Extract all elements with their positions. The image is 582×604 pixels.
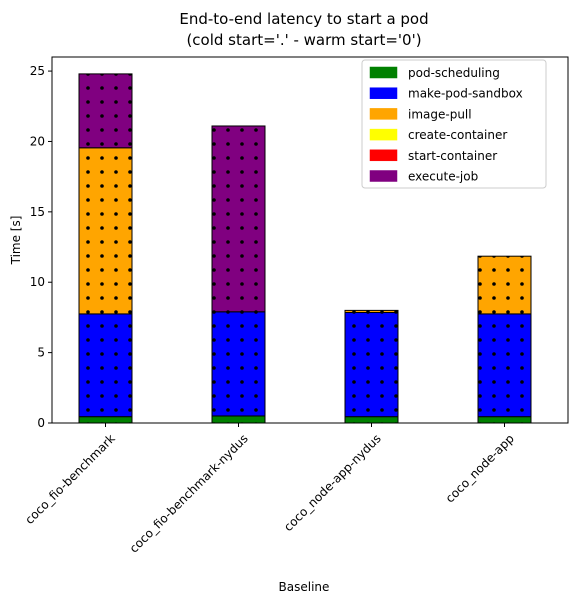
x-tick-label: coco_fio-benchmark: [22, 431, 118, 527]
y-tick-label: 5: [37, 346, 45, 360]
bar-hatch-image-pull: [478, 256, 531, 314]
legend-label-pod-scheduling: pod-scheduling: [408, 66, 500, 80]
legend-swatch-make-pod-sandbox: [369, 87, 398, 99]
bar-hatch-pod-scheduling: [478, 416, 531, 423]
legend-label-start-container: start-container: [408, 149, 497, 163]
bar-hatch-make-pod-sandbox: [345, 312, 398, 417]
y-tick-label: 0: [37, 416, 45, 430]
bars-group: [78, 73, 532, 424]
legend-label-create-container: create-container: [408, 128, 507, 142]
legend-swatch-execute-job: [369, 170, 398, 182]
bar-hatch-pod-scheduling: [212, 415, 265, 423]
legend-swatch-start-container: [369, 149, 398, 162]
y-tick-label: 25: [30, 64, 45, 78]
bar-hatch-make-pod-sandbox: [79, 313, 132, 417]
chart-title-line-1: End-to-end latency to start a pod: [179, 10, 428, 28]
x-tick-label: coco_node-app: [443, 431, 517, 505]
chart-title-line-2: (cold start='.' - warm start='0'): [186, 31, 421, 49]
y-tick-label: 15: [30, 205, 45, 219]
legend-label-execute-job: execute-job: [408, 170, 478, 184]
bar-hatch-image-pull: [79, 147, 132, 314]
y-axis-ticks: 0 5 10 15 20 25: [30, 64, 52, 430]
plot-frame: [51, 56, 569, 424]
bar-hatch-make-pod-sandbox: [478, 313, 531, 417]
x-axis-ticks: coco_fio-benchmark coco_fio-benchmark-nyd…: [22, 423, 517, 556]
bar-hatch-execute-job: [212, 125, 265, 312]
y-tick-label: 10: [30, 275, 45, 289]
y-tick-label: 20: [30, 134, 45, 148]
bar-hatch-execute-job: [79, 73, 132, 148]
legend-label-image-pull: image-pull: [408, 107, 472, 121]
legend-label-make-pod-sandbox: make-pod-sandbox: [408, 87, 523, 101]
legend-swatch-pod-scheduling: [369, 66, 398, 79]
x-tick-label: coco_fio-benchmark-nydus: [127, 431, 251, 555]
legend-swatch-create-container: [369, 128, 398, 141]
bar-hatch-pod-scheduling: [79, 416, 132, 423]
bar-hatch-image-pull: [345, 310, 398, 313]
legend: pod-scheduling make-pod-sandbox image-pull…: [361, 59, 547, 189]
x-tick-label: coco_node-app-nydus: [281, 431, 384, 534]
bar-hatch-make-pod-sandbox: [212, 311, 265, 416]
y-axis-label: Time [s]: [9, 216, 23, 266]
legend-frame: [361, 59, 547, 189]
legend-swatch-image-pull: [369, 108, 398, 120]
bar-hatch-pod-scheduling: [345, 416, 398, 423]
x-axis-label: Baseline: [279, 580, 330, 594]
